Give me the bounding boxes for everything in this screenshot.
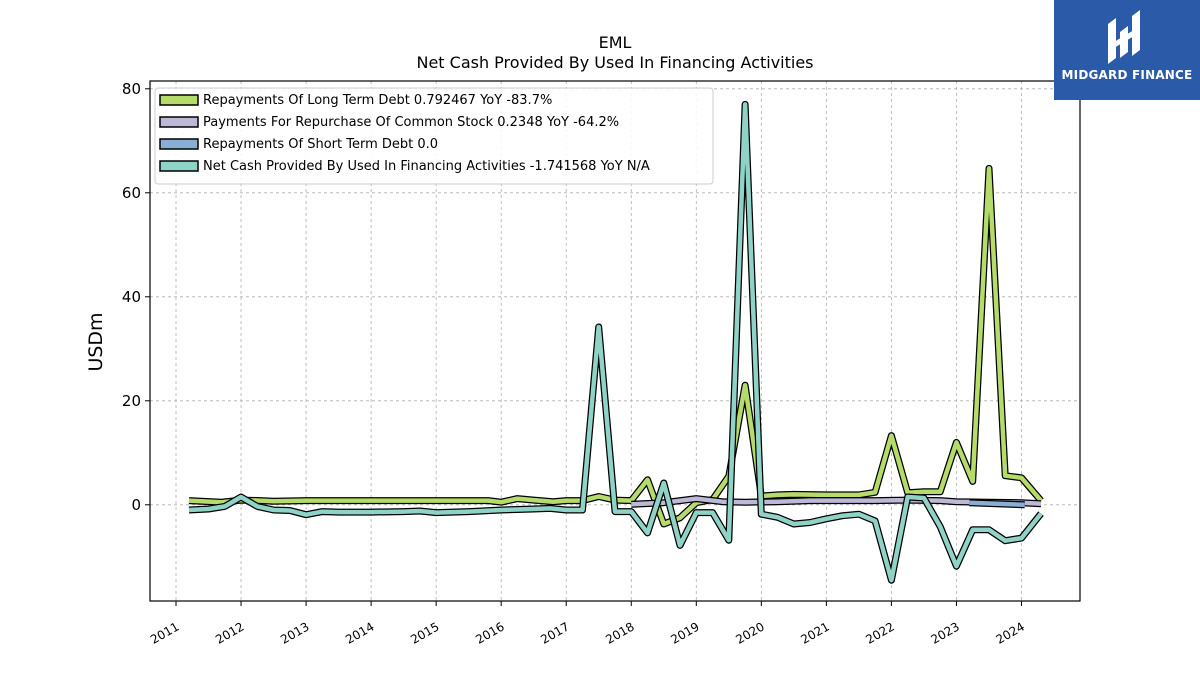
y-tick-label: 20 (122, 392, 141, 410)
y-tick-label: 60 (122, 184, 141, 202)
legend-box (154, 87, 714, 185)
x-tick-label: 2012 (213, 619, 246, 646)
x-axis: 2011 2012 2013 2014 2015 2016 2017 2018 2019 2020… (148, 601, 1027, 647)
legend-swatch (159, 160, 199, 172)
legend-label: Net Cash Provided By Used In Financing A… (203, 159, 650, 174)
x-tick-label: 2011 (148, 619, 181, 646)
series-line-3 (188, 102, 1043, 583)
legend-label: Repayments Of Long Term Debt 0.792467 Yo… (203, 93, 552, 108)
x-tick-label: 2023 (928, 619, 961, 646)
series-outline-0 (188, 164, 1044, 528)
x-tick-label: 2021 (798, 619, 831, 646)
midgard-logo-icon (1108, 10, 1140, 64)
series-line-2 (969, 500, 1025, 508)
legend-swatch (159, 116, 199, 128)
x-tick-label: 2019 (668, 619, 701, 646)
chart-title: EML (599, 33, 632, 52)
legend-label: Repayments Of Short Term Debt 0.0 (203, 137, 438, 152)
x-tick-label: 2017 (538, 619, 571, 646)
plot-frame (149, 80, 1081, 602)
x-tick-label: 2015 (408, 619, 441, 646)
chart-subtitle: Net Cash Provided By Used In Financing A… (416, 53, 813, 72)
x-tick-label: 2024 (994, 619, 1027, 646)
x-tick-label: 2018 (603, 619, 636, 646)
x-tick-label: 2022 (863, 619, 896, 646)
legend-label: Payments For Repurchase Of Common Stock … (203, 115, 619, 130)
x-tick-label: 2016 (473, 619, 506, 646)
x-tick-label: 2020 (733, 619, 766, 646)
legend-swatch (159, 138, 199, 150)
legend: Repayments Of Long Term Debt 0.792467 Yo… (154, 87, 714, 185)
y-axis: 0 20 40 60 80 (122, 80, 150, 514)
y-axis-label: USDm (85, 312, 107, 371)
plot-area (188, 100, 1044, 584)
midgard-finance-logo: MIDGARD FINANCE (1054, 0, 1200, 100)
legend-swatch (159, 94, 199, 106)
brand-name: MIDGARD FINANCE (1061, 68, 1193, 82)
y-tick-label: 0 (131, 496, 141, 514)
x-tick-label: 2014 (343, 619, 376, 646)
y-tick-label: 80 (122, 80, 141, 98)
series-line-0 (188, 166, 1043, 527)
y-tick-label: 40 (122, 288, 141, 306)
x-tick-label: 2013 (278, 619, 311, 646)
